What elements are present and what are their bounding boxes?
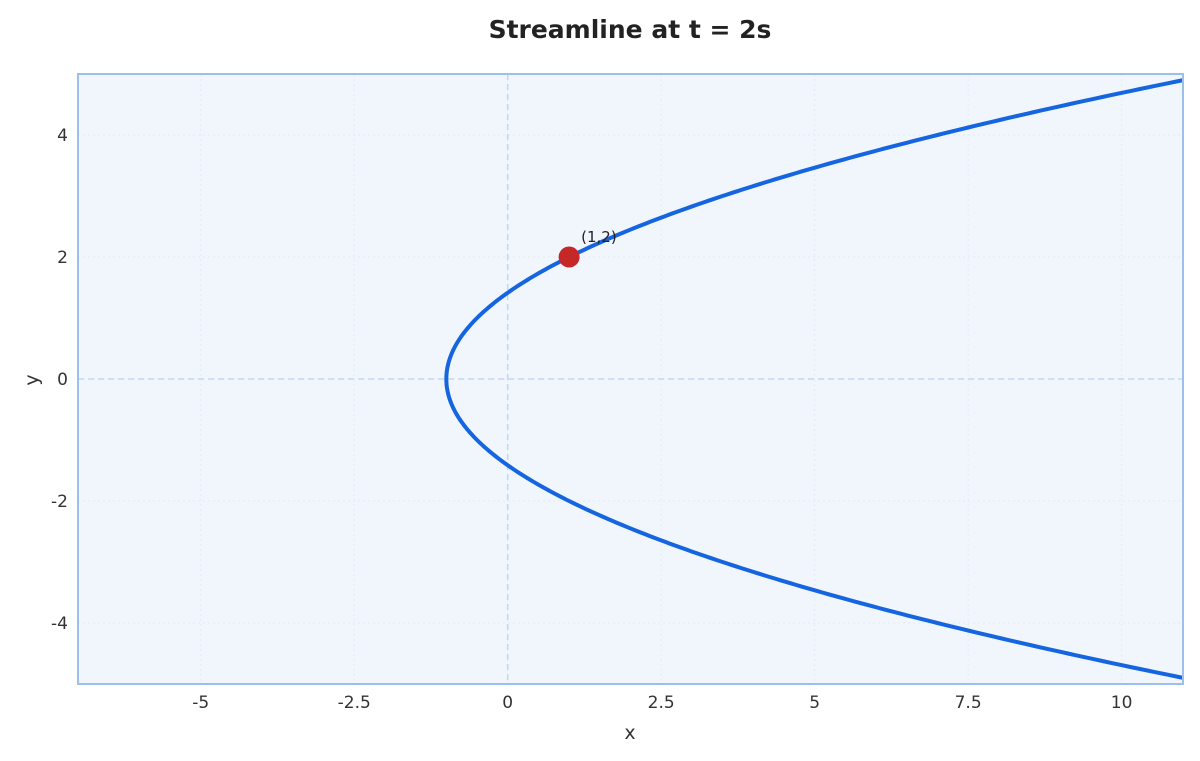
x-tick-label: -2.5 [338, 693, 371, 713]
y-tick-label: 4 [57, 126, 68, 146]
y-tick-label: 2 [57, 248, 68, 268]
chart-title: Streamline at t = 2s [489, 15, 772, 44]
y-axis-label: y [21, 374, 43, 385]
reference-lines [78, 74, 1183, 684]
x-axis-label: x [624, 722, 635, 744]
streamline-curve [444, 78, 1183, 680]
x-tick-labels: -5 -2.5 0 2.5 5 7.5 10 [192, 693, 1132, 713]
x-tick-label: 2.5 [648, 693, 675, 713]
highlight-point-label: (1,2) [581, 228, 617, 246]
highlight-layer: (1,2) [558, 228, 617, 268]
y-tick-label: 0 [57, 370, 68, 390]
x-tick-label: 5 [809, 693, 820, 713]
y-tick-labels: -4 -2 0 2 4 [51, 126, 68, 634]
y-tick-label: -2 [51, 492, 68, 512]
series-layer [444, 78, 1183, 680]
x-tick-label: 7.5 [955, 693, 982, 713]
plot-frame [77, 73, 1184, 685]
y-tick-label: -4 [51, 614, 68, 634]
x-tick-label: 10 [1111, 693, 1133, 713]
highlight-point [558, 246, 580, 268]
x-tick-label: 0 [502, 693, 513, 713]
x-tick-label: -5 [192, 693, 209, 713]
